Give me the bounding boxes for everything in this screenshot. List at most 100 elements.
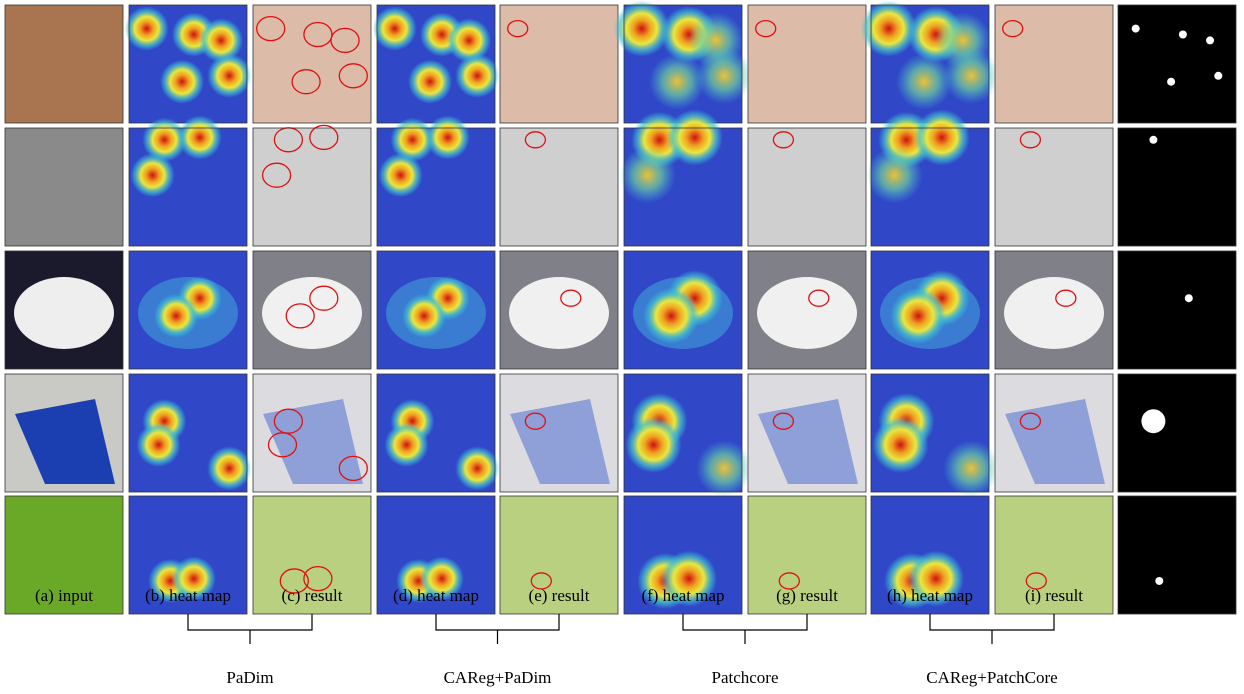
image-tile <box>377 251 495 369</box>
image-tile <box>5 5 123 123</box>
defect-mask <box>1155 577 1163 585</box>
column-label: (i) result <box>1025 586 1083 605</box>
heat-blob <box>160 60 204 104</box>
column-label: (f) heat map <box>641 586 724 605</box>
object <box>262 277 362 349</box>
image-tile <box>377 374 499 492</box>
defect-mask <box>1141 409 1165 433</box>
bracket <box>930 614 1054 644</box>
heat-blob <box>379 153 423 197</box>
heat-blob <box>385 423 429 467</box>
heat-blob <box>455 446 499 490</box>
image-tile <box>861 1 1000 123</box>
image-tile <box>129 251 247 369</box>
input-image <box>5 5 123 123</box>
image-tile <box>614 1 753 123</box>
image-tile <box>125 5 252 123</box>
image-tile <box>995 374 1113 492</box>
heat-blob <box>137 423 181 467</box>
group-label: CAReg+PaDim <box>444 668 552 687</box>
image-tile <box>748 5 866 123</box>
heat-blob <box>914 109 970 165</box>
image-tile <box>1118 374 1236 492</box>
defect-mask <box>1167 78 1175 86</box>
result-image <box>500 128 618 246</box>
image-tile <box>500 251 618 369</box>
image-tile <box>995 251 1113 369</box>
image-tile <box>995 5 1113 123</box>
image-tile <box>377 115 495 246</box>
heat-blob <box>620 147 676 203</box>
image-tile <box>500 374 618 492</box>
result-image <box>500 5 618 123</box>
heat-blob <box>373 7 417 51</box>
heat-blob <box>696 440 752 496</box>
result-image <box>748 128 866 246</box>
defect-mask <box>1206 36 1214 44</box>
ground-truth-mask <box>1118 251 1236 369</box>
image-tile <box>995 128 1113 246</box>
heat-blob <box>890 288 946 344</box>
result-image <box>748 5 866 123</box>
heat-blob <box>867 147 923 203</box>
column-label: (g) result <box>776 586 838 605</box>
image-tile <box>748 251 866 369</box>
heat-blob <box>861 1 917 57</box>
heat-blob <box>125 7 169 51</box>
column-label: (e) result <box>529 586 590 605</box>
object <box>14 277 114 349</box>
heat-blob <box>667 109 723 165</box>
image-tile <box>129 374 251 492</box>
heat-blob <box>131 153 175 197</box>
ground-truth-mask <box>1118 5 1236 123</box>
heat-blob <box>626 417 682 473</box>
ground-truth-mask <box>1118 374 1236 492</box>
image-tile <box>5 128 123 246</box>
column-label: (j) ground truth <box>1125 586 1230 605</box>
image-tile <box>500 5 618 123</box>
column-label: (a) input <box>35 586 93 605</box>
heat-blob <box>873 417 929 473</box>
heat-blob <box>402 294 446 338</box>
input-image <box>5 128 123 246</box>
bracket <box>436 614 559 644</box>
image-tile <box>253 374 371 492</box>
heat-blob <box>943 440 999 496</box>
image-tile <box>624 251 742 369</box>
image-tile <box>871 251 989 369</box>
object <box>509 277 609 349</box>
image-tile <box>748 374 866 492</box>
result-image <box>253 128 371 246</box>
image-tile <box>253 125 371 246</box>
heat-blob <box>643 288 699 344</box>
heat-blob <box>614 1 670 57</box>
defect-mask <box>1149 136 1157 144</box>
bracket <box>683 614 807 644</box>
column-label: (c) result <box>282 586 343 605</box>
heat-blob <box>649 54 705 110</box>
column-label: (d) heat map <box>393 586 479 605</box>
column-label: (h) heat map <box>887 586 973 605</box>
image-tile <box>748 128 866 246</box>
image-tile <box>620 109 742 246</box>
result-image <box>995 5 1113 123</box>
defect-mask <box>1185 294 1193 302</box>
defect-mask <box>1132 25 1140 33</box>
heat-blob <box>408 60 452 104</box>
result-image <box>995 128 1113 246</box>
image-tile <box>5 374 123 492</box>
column-label: (b) heat map <box>145 586 231 605</box>
image-grid <box>5 1 1236 614</box>
image-tile <box>129 115 247 246</box>
heat-blob <box>455 54 499 98</box>
heat-blob <box>178 115 222 159</box>
bracket <box>188 614 312 644</box>
heat-blob <box>426 115 470 159</box>
object <box>1004 277 1104 349</box>
image-tile <box>253 5 371 123</box>
image-tile <box>624 374 752 496</box>
heat-blob <box>207 54 251 98</box>
image-tile <box>253 251 371 369</box>
image-tile <box>500 128 618 246</box>
ground-truth-mask <box>1118 128 1236 246</box>
